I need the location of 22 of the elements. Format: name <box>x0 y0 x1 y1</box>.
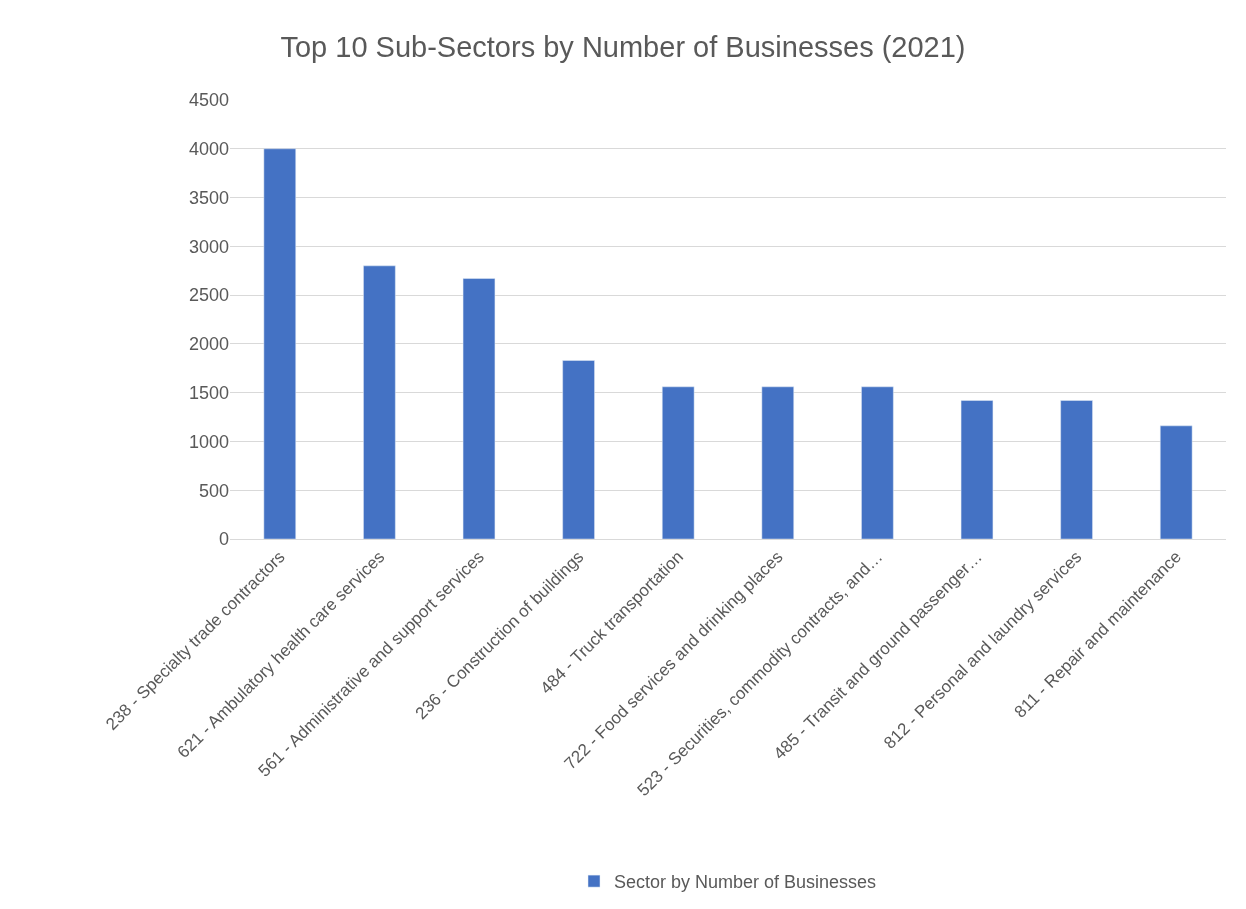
bar <box>1160 425 1193 539</box>
bar <box>1060 400 1093 539</box>
y-tick-label: 3000 <box>188 236 229 257</box>
bar <box>861 386 894 539</box>
y-tick-label: 1500 <box>188 382 229 403</box>
bar <box>263 148 296 539</box>
bar <box>960 400 994 539</box>
y-tick-label: 4500 <box>188 90 229 111</box>
bar <box>462 278 496 539</box>
y-tick-label: 500 <box>198 480 229 501</box>
bar <box>761 386 794 539</box>
y-tick-label: 0 <box>218 529 229 550</box>
bar <box>662 386 695 539</box>
y-tick-label: 1000 <box>188 431 229 452</box>
chart-title: Top 10 Sub-Sectors by Number of Businesses (2021) <box>280 30 966 63</box>
bar <box>363 265 396 539</box>
y-tick-label: 2000 <box>188 334 229 355</box>
y-tick-label: 2500 <box>188 285 229 306</box>
bar <box>562 360 595 539</box>
y-tick-label: 4000 <box>188 139 229 160</box>
legend-label: Sector by Number of Businesses <box>614 872 877 893</box>
y-tick-label: 3500 <box>188 187 229 208</box>
